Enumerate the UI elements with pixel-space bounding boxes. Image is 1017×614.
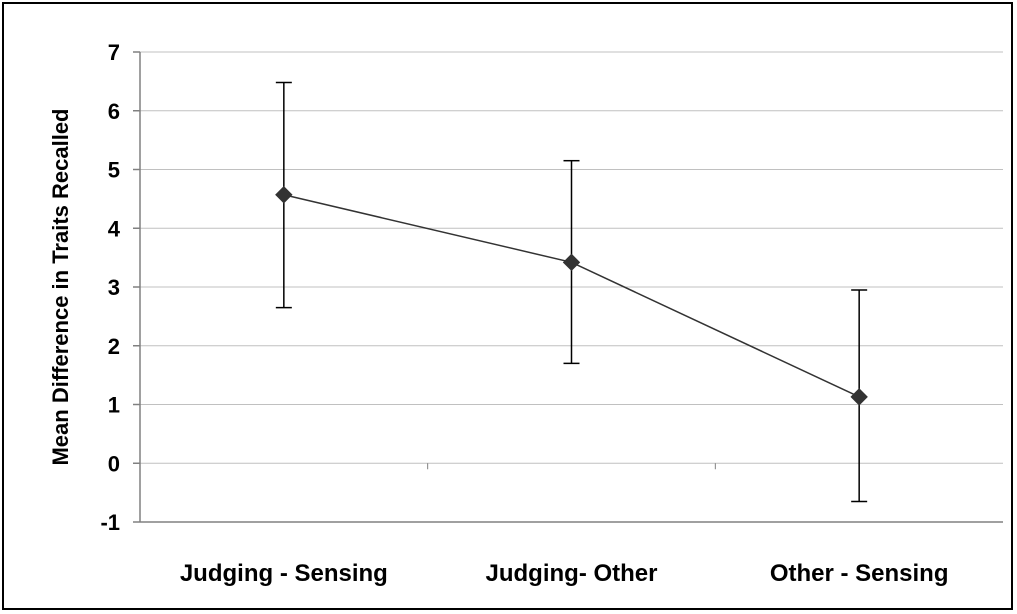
data-point-marker — [275, 186, 293, 204]
y-tick-label: -1 — [100, 510, 120, 535]
series-line-group — [275, 81, 868, 503]
y-tick-label: 1 — [108, 393, 120, 418]
y-axis-title: Mean Difference in Traits Recalled — [48, 108, 73, 465]
data-point-marker — [562, 253, 581, 272]
y-tick-label: 4 — [108, 216, 121, 241]
axes — [139, 52, 1003, 523]
y-tick-label: 7 — [108, 40, 120, 65]
y-tick-labels: -1 0 1 2 3 4 5 6 7 — [100, 40, 120, 535]
y-tick-label: 3 — [108, 275, 120, 300]
data-point-marker — [850, 388, 868, 406]
y-tick-label: 0 — [108, 451, 120, 476]
x-tick-label: Other - Sensing — [770, 560, 949, 587]
gridlines — [133, 51, 1003, 523]
y-tick-label: 6 — [108, 99, 120, 124]
x-tick-label: Judging- Other — [486, 560, 658, 587]
x-tick-labels: Judging - Sensing Judging- Other Other - S… — [180, 560, 949, 587]
x-tick-label: Judging - Sensing — [180, 560, 388, 587]
y-tick-label: 5 — [108, 158, 120, 183]
y-tick-label: 2 — [108, 334, 120, 359]
